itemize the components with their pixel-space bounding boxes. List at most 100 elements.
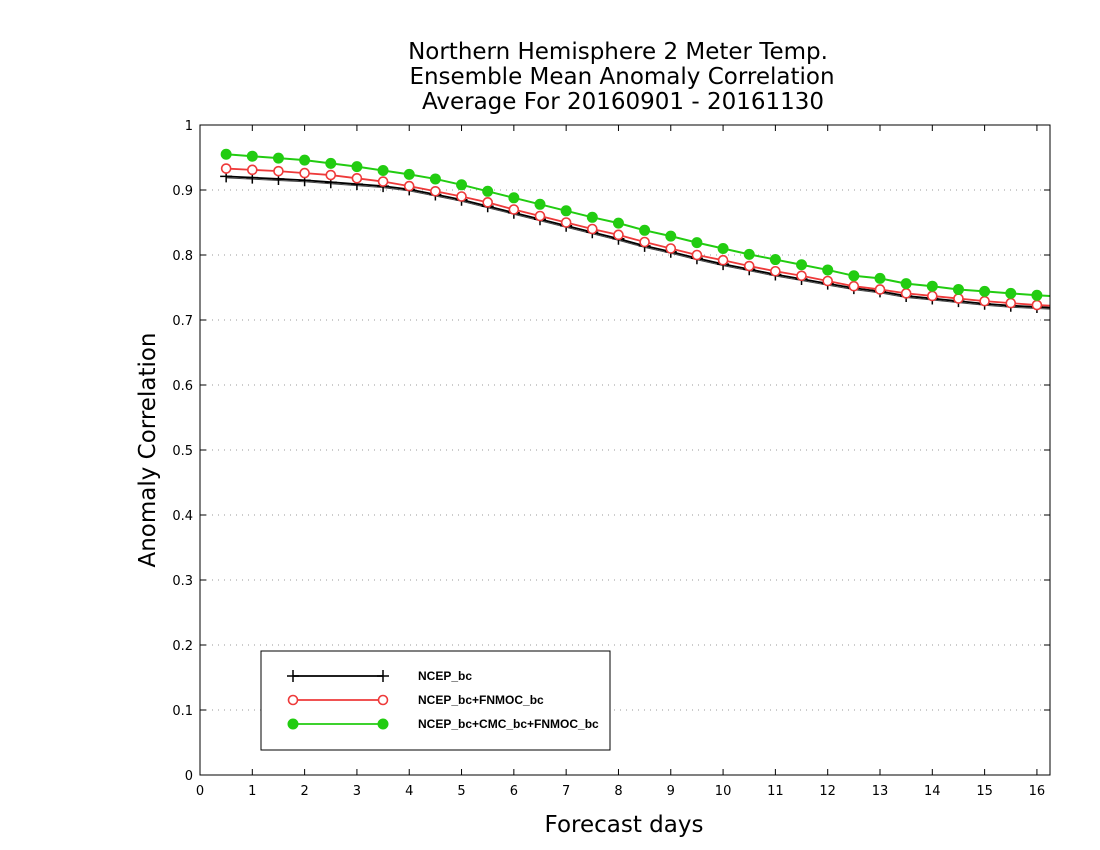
data-point-filled-circle <box>299 154 311 166</box>
y-axis-label: Anomaly Correlation <box>135 332 161 567</box>
data-point-plus <box>377 670 389 682</box>
data-point-filled-circle <box>456 179 468 191</box>
data-point-filled-circle <box>586 211 598 223</box>
series-line <box>226 175 1051 309</box>
axis-ticks: 0 0.1 0.2 0.3 0.4 0.5 0.6 0.7 0.8 0.9 10 1 2 3 4 5 6 7 8 9 1… <box>172 119 1050 799</box>
data-point-filled-circle <box>482 185 494 197</box>
series-ncep-bc-fnmoc-bc <box>220 163 1051 311</box>
y-tick-label: 0.1 <box>172 704 193 719</box>
data-point-open-circle <box>377 176 389 187</box>
data-point-filled-circle <box>639 224 651 236</box>
data-point-open-circle <box>770 265 781 277</box>
data-point-open-circle <box>325 169 337 181</box>
y-tick-label: 0.6 <box>172 379 193 394</box>
data-point-open-circle <box>691 249 703 261</box>
legend-item: NCEP_bc+CMC_bc+FNMOC_bc <box>287 717 599 731</box>
data-point-filled-circle <box>220 148 232 160</box>
data-point-open-circle <box>220 163 232 174</box>
legend-item: NCEP_bc+FNMOC_bc <box>287 693 544 707</box>
title-line-2: Ensemble Mean Anomaly Correlation <box>409 64 834 90</box>
series-layer <box>220 148 1051 313</box>
data-point-open-circle <box>560 217 572 228</box>
data-point-filled-circle <box>691 237 703 249</box>
data-point-filled-circle <box>246 150 258 162</box>
x-tick-label: 3 <box>353 784 361 799</box>
data-point-open-circle <box>848 280 860 292</box>
x-tick-label: 11 <box>767 784 784 799</box>
data-point-filled-circle <box>403 168 415 180</box>
y-tick-label: 0.8 <box>172 249 193 264</box>
data-point-filled-circle <box>377 718 389 730</box>
data-point-filled-circle <box>796 259 808 271</box>
x-tick-label: 12 <box>819 784 836 799</box>
x-tick-label: 5 <box>457 784 465 799</box>
x-tick-label: 8 <box>614 784 622 799</box>
data-point-open-circle <box>1031 299 1043 311</box>
x-tick-label: 4 <box>405 784 413 799</box>
data-point-filled-circle <box>534 198 546 210</box>
data-point-filled-circle <box>508 192 520 204</box>
data-point-filled-circle <box>874 272 886 284</box>
y-tick-label: 0.5 <box>172 444 193 459</box>
series-line <box>226 153 1051 297</box>
series-ncep-bc-cmc-bc-fnmoc-bc <box>220 148 1051 301</box>
x-axis-label: Forecast days <box>545 812 704 838</box>
data-point-open-circle <box>665 243 677 254</box>
y-tick-label: 0.7 <box>172 314 193 329</box>
x-tick-label: 7 <box>562 784 570 799</box>
data-point-open-circle <box>900 288 912 299</box>
x-tick-label: 14 <box>924 784 941 799</box>
data-point-open-circle <box>1005 297 1017 309</box>
x-tick-label: 1 <box>248 784 256 799</box>
data-point-filled-circle <box>429 173 441 185</box>
data-point-open-circle <box>287 694 299 706</box>
data-point-open-circle <box>508 204 520 215</box>
data-point-open-circle <box>953 293 964 304</box>
data-point-filled-circle <box>612 217 624 229</box>
data-point-open-circle <box>273 165 284 177</box>
legend-label: NCEP_bc+FNMOC_bc <box>418 693 544 707</box>
data-point-open-circle <box>822 275 833 287</box>
chart-title: Northern Hemisphere 2 Meter Temp. Ensemb… <box>408 39 834 115</box>
data-point-filled-circle <box>848 270 860 282</box>
data-point-open-circle <box>403 180 415 192</box>
x-tick-label: 15 <box>976 784 993 799</box>
data-point-filled-circle <box>272 152 284 164</box>
series-ncep-bc <box>220 170 1051 313</box>
data-point-open-circle <box>299 167 310 179</box>
data-point-filled-circle <box>952 283 964 295</box>
data-point-open-circle <box>430 186 441 197</box>
y-tick-label: 0.2 <box>172 639 193 654</box>
y-tick-label: 0.9 <box>172 184 193 199</box>
x-tick-label: 10 <box>715 784 732 799</box>
grid-lines <box>200 189 1050 711</box>
x-tick-label: 0 <box>196 784 204 799</box>
data-point-open-circle <box>717 254 729 266</box>
data-point-open-circle <box>482 197 493 208</box>
data-point-open-circle <box>534 210 546 222</box>
legend-label: NCEP_bc <box>418 669 472 683</box>
data-point-open-circle <box>587 223 598 235</box>
y-tick-label: 1 <box>185 119 193 134</box>
y-tick-label: 0.4 <box>172 509 193 524</box>
data-point-open-circle <box>796 270 807 282</box>
data-point-open-circle <box>351 173 363 184</box>
y-tick-label: 0.3 <box>172 574 193 589</box>
data-point-filled-circle <box>900 278 912 290</box>
data-point-open-circle <box>456 191 467 202</box>
title-line-3: Average For 20160901 - 20161130 <box>422 89 824 115</box>
title-line-1: Northern Hemisphere 2 Meter Temp. <box>408 39 828 65</box>
x-tick-label: 13 <box>872 784 889 799</box>
data-point-filled-circle <box>665 230 677 242</box>
x-tick-label: 6 <box>510 784 518 799</box>
x-tick-label: 9 <box>667 784 675 799</box>
data-point-filled-circle <box>325 157 337 169</box>
data-point-open-circle <box>613 229 624 241</box>
x-tick-label: 16 <box>1029 784 1046 799</box>
data-point-filled-circle <box>769 254 781 266</box>
data-point-filled-circle <box>1031 289 1043 301</box>
data-point-filled-circle <box>926 280 938 292</box>
data-point-filled-circle <box>743 248 755 260</box>
data-point-open-circle <box>377 694 389 706</box>
